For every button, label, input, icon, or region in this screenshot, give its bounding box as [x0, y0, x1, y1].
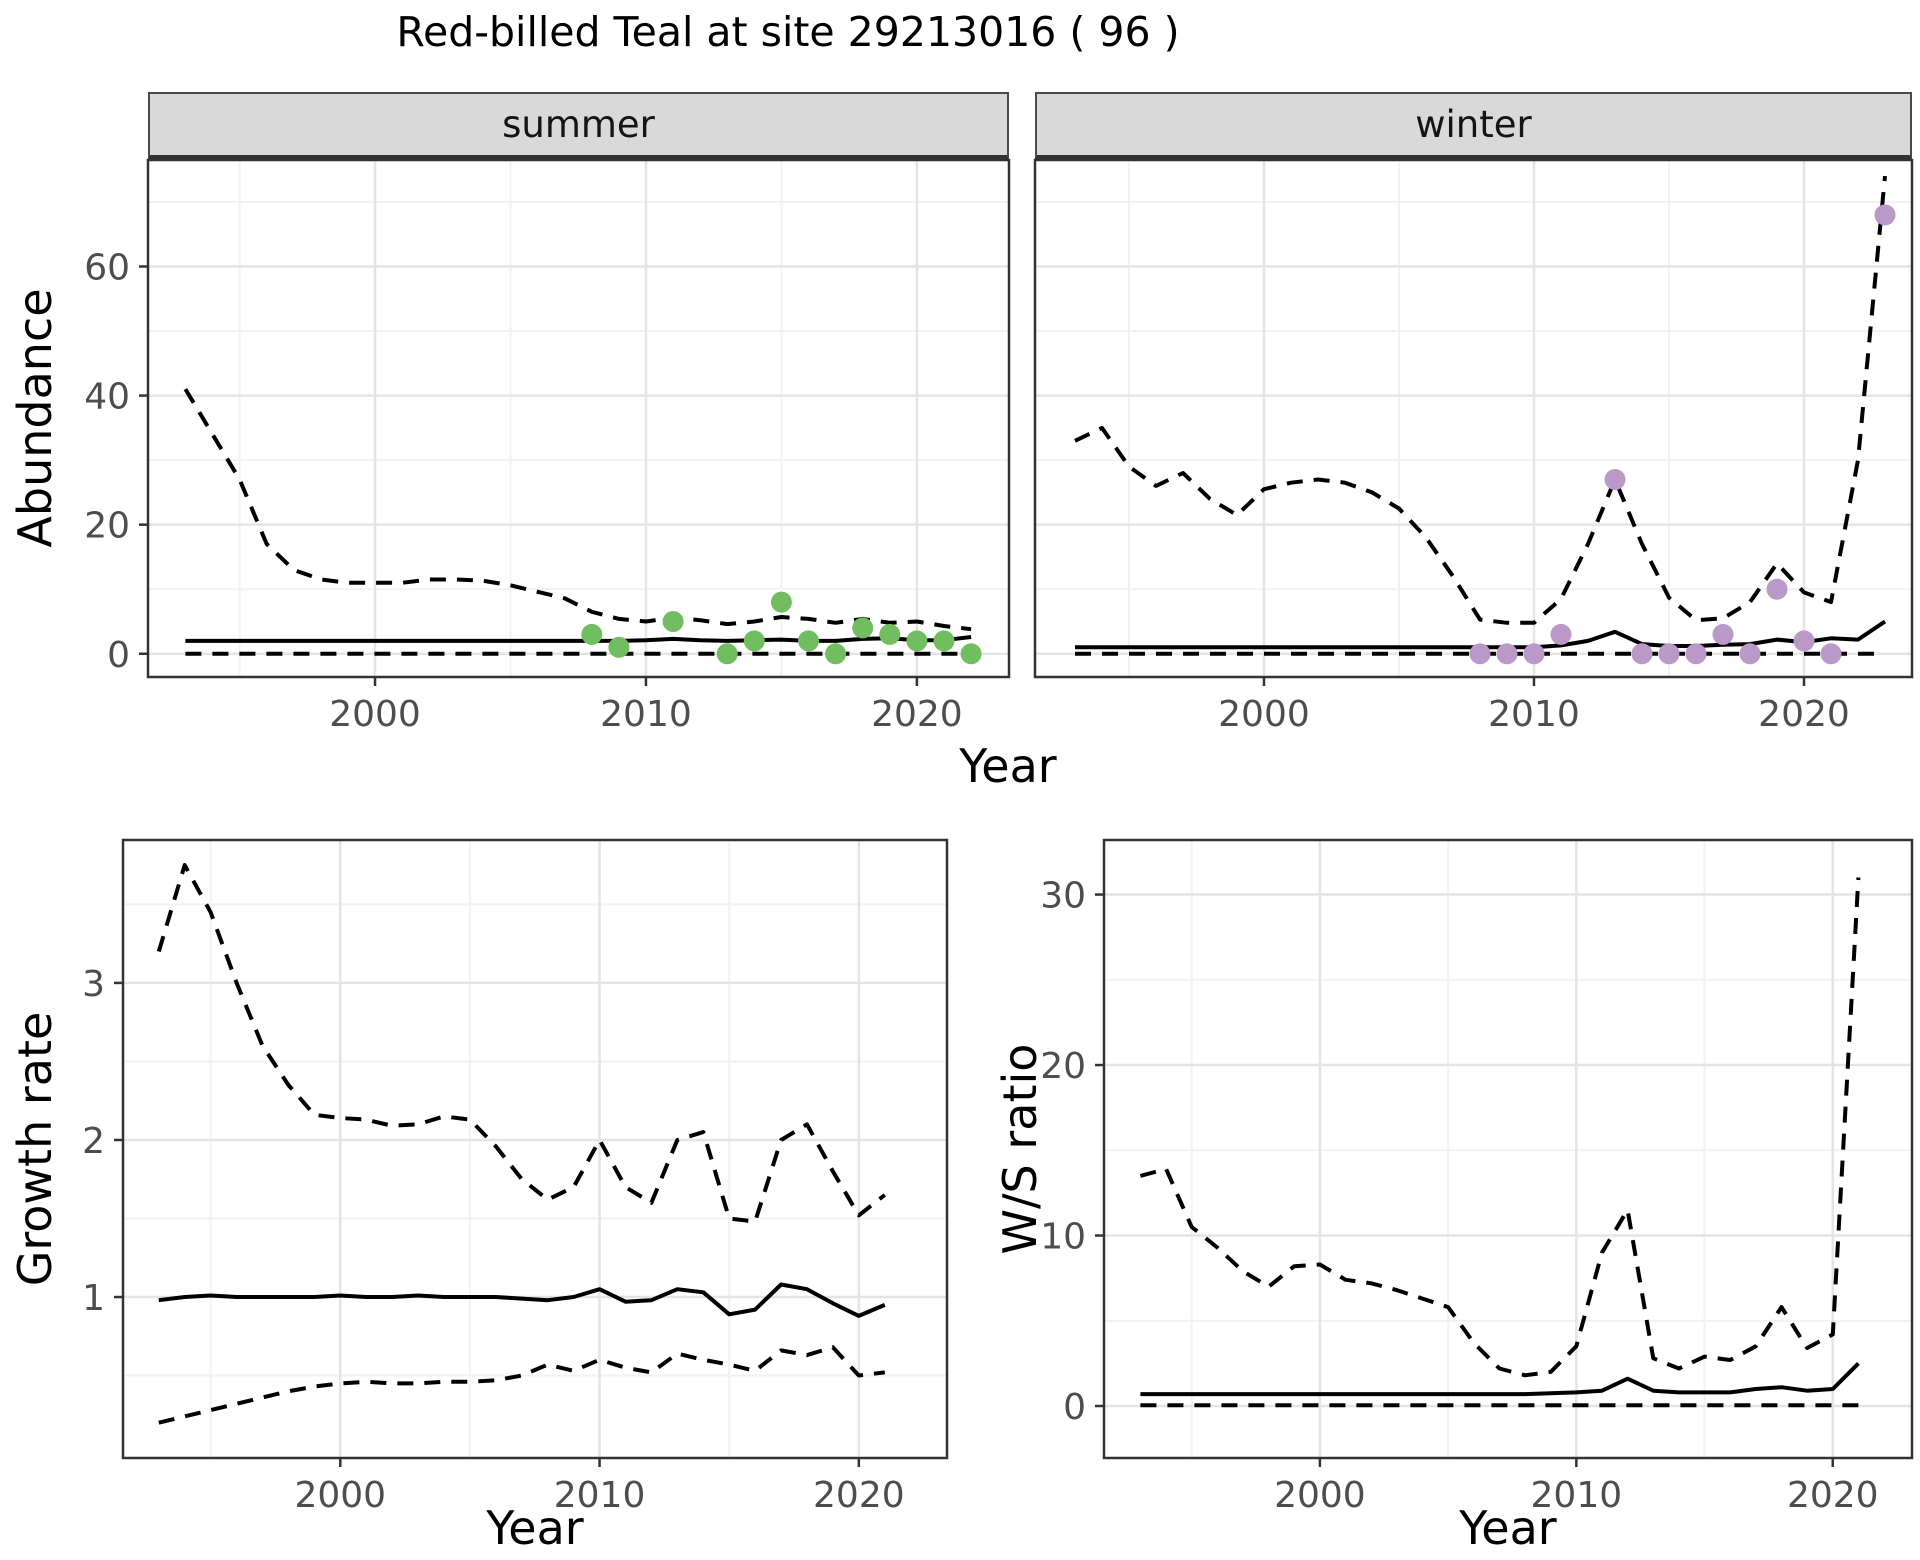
winter-observed-points: [1469, 204, 1896, 665]
summer-observed-points: [581, 591, 982, 665]
winter-upper_ci-line: [1074, 175, 1887, 625]
chart-title: Red-billed Teal at site 29213016 ( 96 ): [396, 8, 1180, 56]
winter-x-tick-label: 2020: [1758, 694, 1850, 735]
panel-winter: [1035, 160, 1912, 677]
summer-y-tick-label: 20: [84, 506, 130, 547]
summer-x-tick-label: 2000: [329, 694, 421, 735]
growth-fit-line: [158, 1282, 886, 1318]
y-axis-title-abundance: Abundance: [8, 288, 62, 548]
x-axis-title-year-bottom-right: Year: [1459, 1501, 1557, 1555]
summer-y-tick-label: 40: [84, 377, 130, 418]
winter-x-tick-label: 2000: [1218, 694, 1310, 735]
summer-y-tick-label: 60: [84, 247, 130, 288]
growth-y-tick-label: 2: [82, 1121, 105, 1162]
ws-fit-line: [1140, 1361, 1860, 1397]
winter-x-tick-label: 2010: [1488, 694, 1580, 735]
x-axis-title-year-top: Year: [959, 739, 1057, 793]
panel-border-growth: [121, 838, 949, 1460]
panel-growth: [123, 840, 947, 1458]
summer-x-tick-label: 2020: [871, 694, 963, 735]
summer-fit-line: [185, 635, 972, 643]
panel-summer: [148, 160, 1009, 677]
growth-lower_ci-line: [158, 1345, 886, 1425]
growth-x-tick-label: 2010: [554, 1475, 646, 1516]
growth-y-tick-label: 3: [82, 964, 105, 1005]
facet-strip-summer-label: summer: [502, 103, 655, 146]
y-axis-title-ws-ratio: W/S ratio: [993, 1043, 1047, 1255]
growth-x-tick-label: 2000: [294, 1475, 386, 1516]
panel-border-winter: [1033, 158, 1914, 679]
facet-strip-winter-label: winter: [1415, 103, 1532, 146]
panel-border-ws: [1102, 838, 1914, 1460]
ws-y-tick-label: 0: [1063, 1387, 1086, 1428]
ws-x-tick-label: 2020: [1787, 1475, 1879, 1516]
ws-y-tick-label: 30: [1040, 876, 1086, 917]
y-axis-title-growth-rate: Growth rate: [8, 1011, 62, 1287]
summer-upper_ci-line: [183, 388, 972, 632]
x-axis-title-year-bottom-left: Year: [486, 1501, 584, 1555]
growth-y-tick-label: 1: [82, 1278, 105, 1319]
growth-x-tick-label: 2020: [813, 1475, 905, 1516]
ws-upper_ci-line: [1139, 877, 1861, 1378]
ws-y-tick-label: 10: [1040, 1217, 1086, 1258]
facet-strip-summer: summer: [148, 92, 1009, 160]
ws-y-tick-label: 20: [1040, 1046, 1086, 1087]
ws-x-tick-label: 2010: [1531, 1475, 1623, 1516]
summer-y-tick-label: 0: [107, 635, 130, 676]
ws-x-tick-label: 2000: [1274, 1475, 1366, 1516]
summer-x-tick-label: 2010: [600, 694, 692, 735]
panel-border-summer: [146, 158, 1011, 679]
panel-ws: [1104, 840, 1912, 1458]
facet-strip-winter: winter: [1035, 92, 1912, 160]
